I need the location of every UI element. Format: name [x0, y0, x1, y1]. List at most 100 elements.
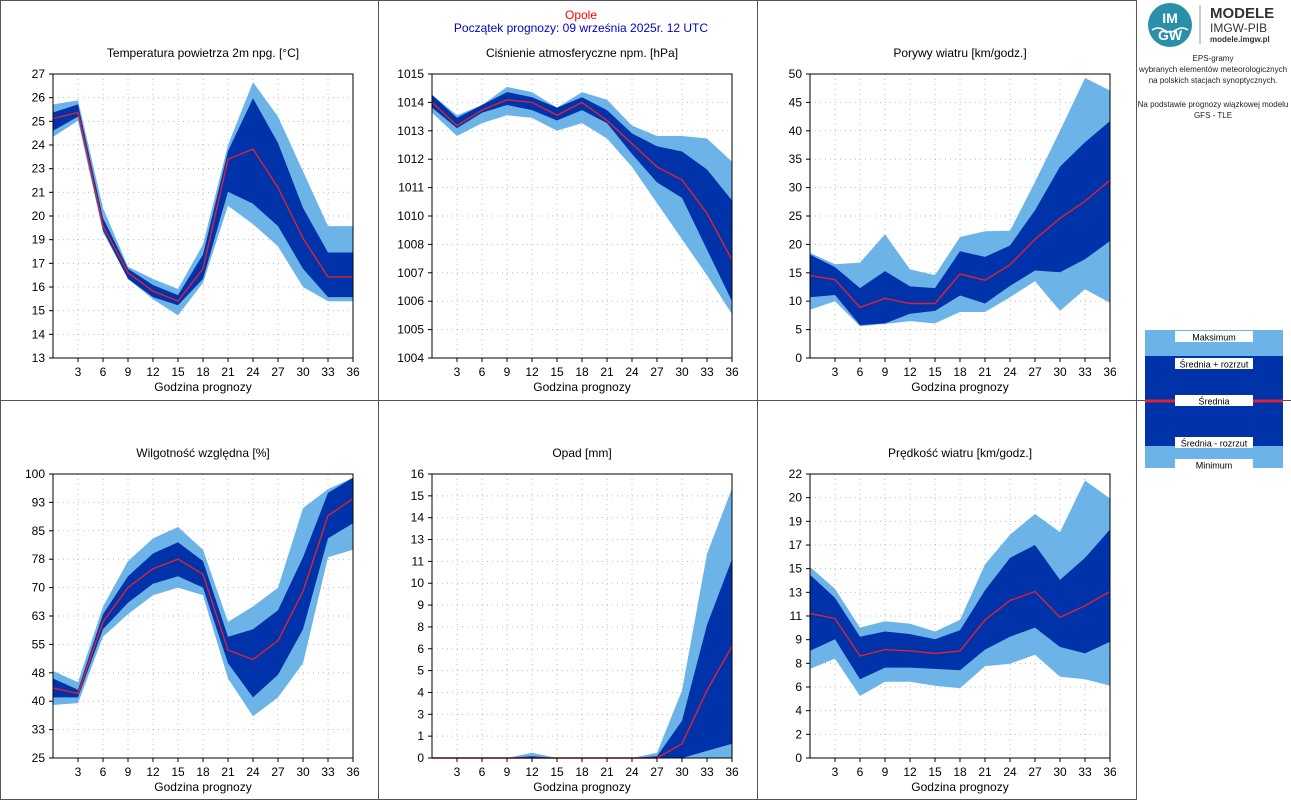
y-tick-label: 1006	[397, 294, 424, 308]
model-note-line: GFS - TLE	[1194, 111, 1232, 120]
mean-line	[809, 590, 1111, 657]
y-tick-label: 1013	[397, 124, 424, 138]
y-tick-label: 0	[795, 351, 802, 365]
x-tick-label: 15	[928, 765, 942, 779]
y-tick-label: 45	[789, 95, 803, 109]
legend-label-box	[1175, 395, 1253, 406]
legend-label: Średnia - rozrzut	[1181, 438, 1248, 449]
x-tick-label: 33	[321, 765, 335, 779]
x-tick-label: 9	[504, 365, 511, 379]
y-tick-label: 10	[411, 576, 425, 590]
band-mean-spread	[432, 559, 732, 758]
y-tick-label: 0	[795, 751, 802, 765]
x-axis-label: Godzina prognozy	[533, 380, 630, 394]
y-tick-label: 100	[25, 467, 45, 481]
x-tick-label: 18	[196, 765, 210, 779]
y-tick-label: 13	[789, 585, 803, 599]
y-tick-label: 19	[32, 233, 46, 247]
logo-wave-icon	[1151, 27, 1189, 33]
y-tick-label: 23	[32, 162, 46, 176]
x-tick-label: 21	[978, 765, 992, 779]
chart-6: Prędkość wiatru [km/godz.]02468911131517…	[789, 446, 1117, 794]
x-tick-label: 15	[171, 765, 185, 779]
station-name: Opole	[565, 8, 597, 22]
x-tick-label: 15	[928, 365, 942, 379]
x-tick-label: 33	[321, 365, 335, 379]
y-tick-label: 0	[417, 751, 424, 765]
y-tick-label: 17	[32, 256, 46, 270]
x-tick-label: 30	[296, 365, 310, 379]
x-tick-label: 12	[903, 765, 917, 779]
y-tick-label: 17	[789, 538, 803, 552]
description-line: wybranych elementów meteorologicznych	[1138, 65, 1287, 74]
x-tick-label: 33	[700, 365, 714, 379]
chart-2: Ciśnienie atmosferyczne npm. [hPa] 1004 10…	[397, 46, 739, 394]
x-tick-label: 6	[100, 365, 107, 379]
charts-group: Temperatura powietrza 2m npg. [°C]131415…	[25, 46, 1117, 794]
x-tick-label: 9	[125, 765, 132, 779]
x-tick-label: 18	[575, 765, 589, 779]
x-tick-label: 36	[725, 765, 739, 779]
logo-text-bottom: GW	[1158, 27, 1183, 43]
x-tick-label: 33	[700, 765, 714, 779]
x-tick-label: 27	[271, 765, 285, 779]
y-tick-label: 1014	[397, 95, 424, 109]
y-tick-label: 27	[32, 67, 46, 81]
legend-label-box	[1175, 331, 1253, 342]
legend-label-box	[1175, 459, 1253, 470]
y-tick-label: 33	[32, 723, 46, 737]
chart-4: Wilgotność względna [%]25334048556370788…	[25, 446, 360, 794]
y-tick-label: 1011	[398, 181, 424, 195]
y-tick-label: 85	[32, 524, 46, 538]
x-tick-label: 12	[146, 365, 160, 379]
x-tick-label: 27	[650, 765, 664, 779]
x-tick-label: 21	[978, 365, 992, 379]
chart-title: Temperatura powietrza 2m npg. [°C]	[107, 46, 299, 60]
x-tick-label: 15	[171, 365, 185, 379]
x-tick-label: 24	[1003, 365, 1017, 379]
description-block: EPS-gramy wybranych elementów meteorologi…	[1138, 54, 1289, 120]
x-tick-label: 18	[953, 365, 967, 379]
x-tick-label: 30	[1053, 765, 1067, 779]
x-tick-label: 36	[1103, 365, 1117, 379]
y-tick-label: 6	[795, 680, 802, 694]
model-note-line: Na podstawie prognozy wiązkowej modelu	[1138, 100, 1289, 109]
x-tick-label: 33	[1078, 765, 1092, 779]
x-tick-label: 9	[504, 765, 511, 779]
legend-label: Minimum	[1196, 461, 1233, 471]
y-tick-label: 22	[789, 467, 803, 481]
y-tick-label: 1005	[397, 323, 424, 337]
y-tick-label: 10	[789, 294, 803, 308]
x-tick-label: 36	[725, 365, 739, 379]
description-line: na polskich stacjach synoptycznych.	[1149, 76, 1278, 85]
band-mean-spread	[53, 477, 353, 698]
band-mean-spread	[810, 529, 1110, 680]
mean-line	[52, 498, 354, 695]
y-tick-label: 11	[412, 554, 425, 568]
x-tick-label: 24	[625, 365, 639, 379]
x-tick-label: 36	[346, 765, 360, 779]
y-tick-label: 15	[411, 489, 425, 503]
y-tick-label: 48	[32, 666, 46, 680]
y-tick-label: 1004	[397, 351, 424, 365]
y-tick-label: 5	[417, 664, 424, 678]
x-tick-label: 30	[296, 765, 310, 779]
y-tick-label: 1015	[397, 67, 424, 81]
x-tick-label: 6	[479, 365, 486, 379]
x-tick-label: 21	[600, 765, 614, 779]
chart-title: Ciśnienie atmosferyczne npm. [hPa]	[486, 46, 678, 60]
mean-line	[431, 99, 733, 261]
y-tick-label: 25	[32, 114, 46, 128]
x-axis-label: Godzina prognozy	[911, 780, 1008, 794]
chart-3: Porywy wiatru [km/godz.] 0 5 10 15 20 25 30 35 40…	[789, 46, 1117, 394]
x-tick-label: 9	[882, 365, 889, 379]
x-tick-label: 3	[75, 365, 82, 379]
y-tick-label: 30	[789, 181, 803, 195]
x-tick-label: 12	[146, 765, 160, 779]
y-tick-label: 13	[411, 533, 425, 547]
mean-line	[52, 111, 353, 303]
y-tick-label: 70	[32, 581, 46, 595]
x-tick-label: 18	[953, 765, 967, 779]
x-tick-label: 6	[857, 765, 864, 779]
